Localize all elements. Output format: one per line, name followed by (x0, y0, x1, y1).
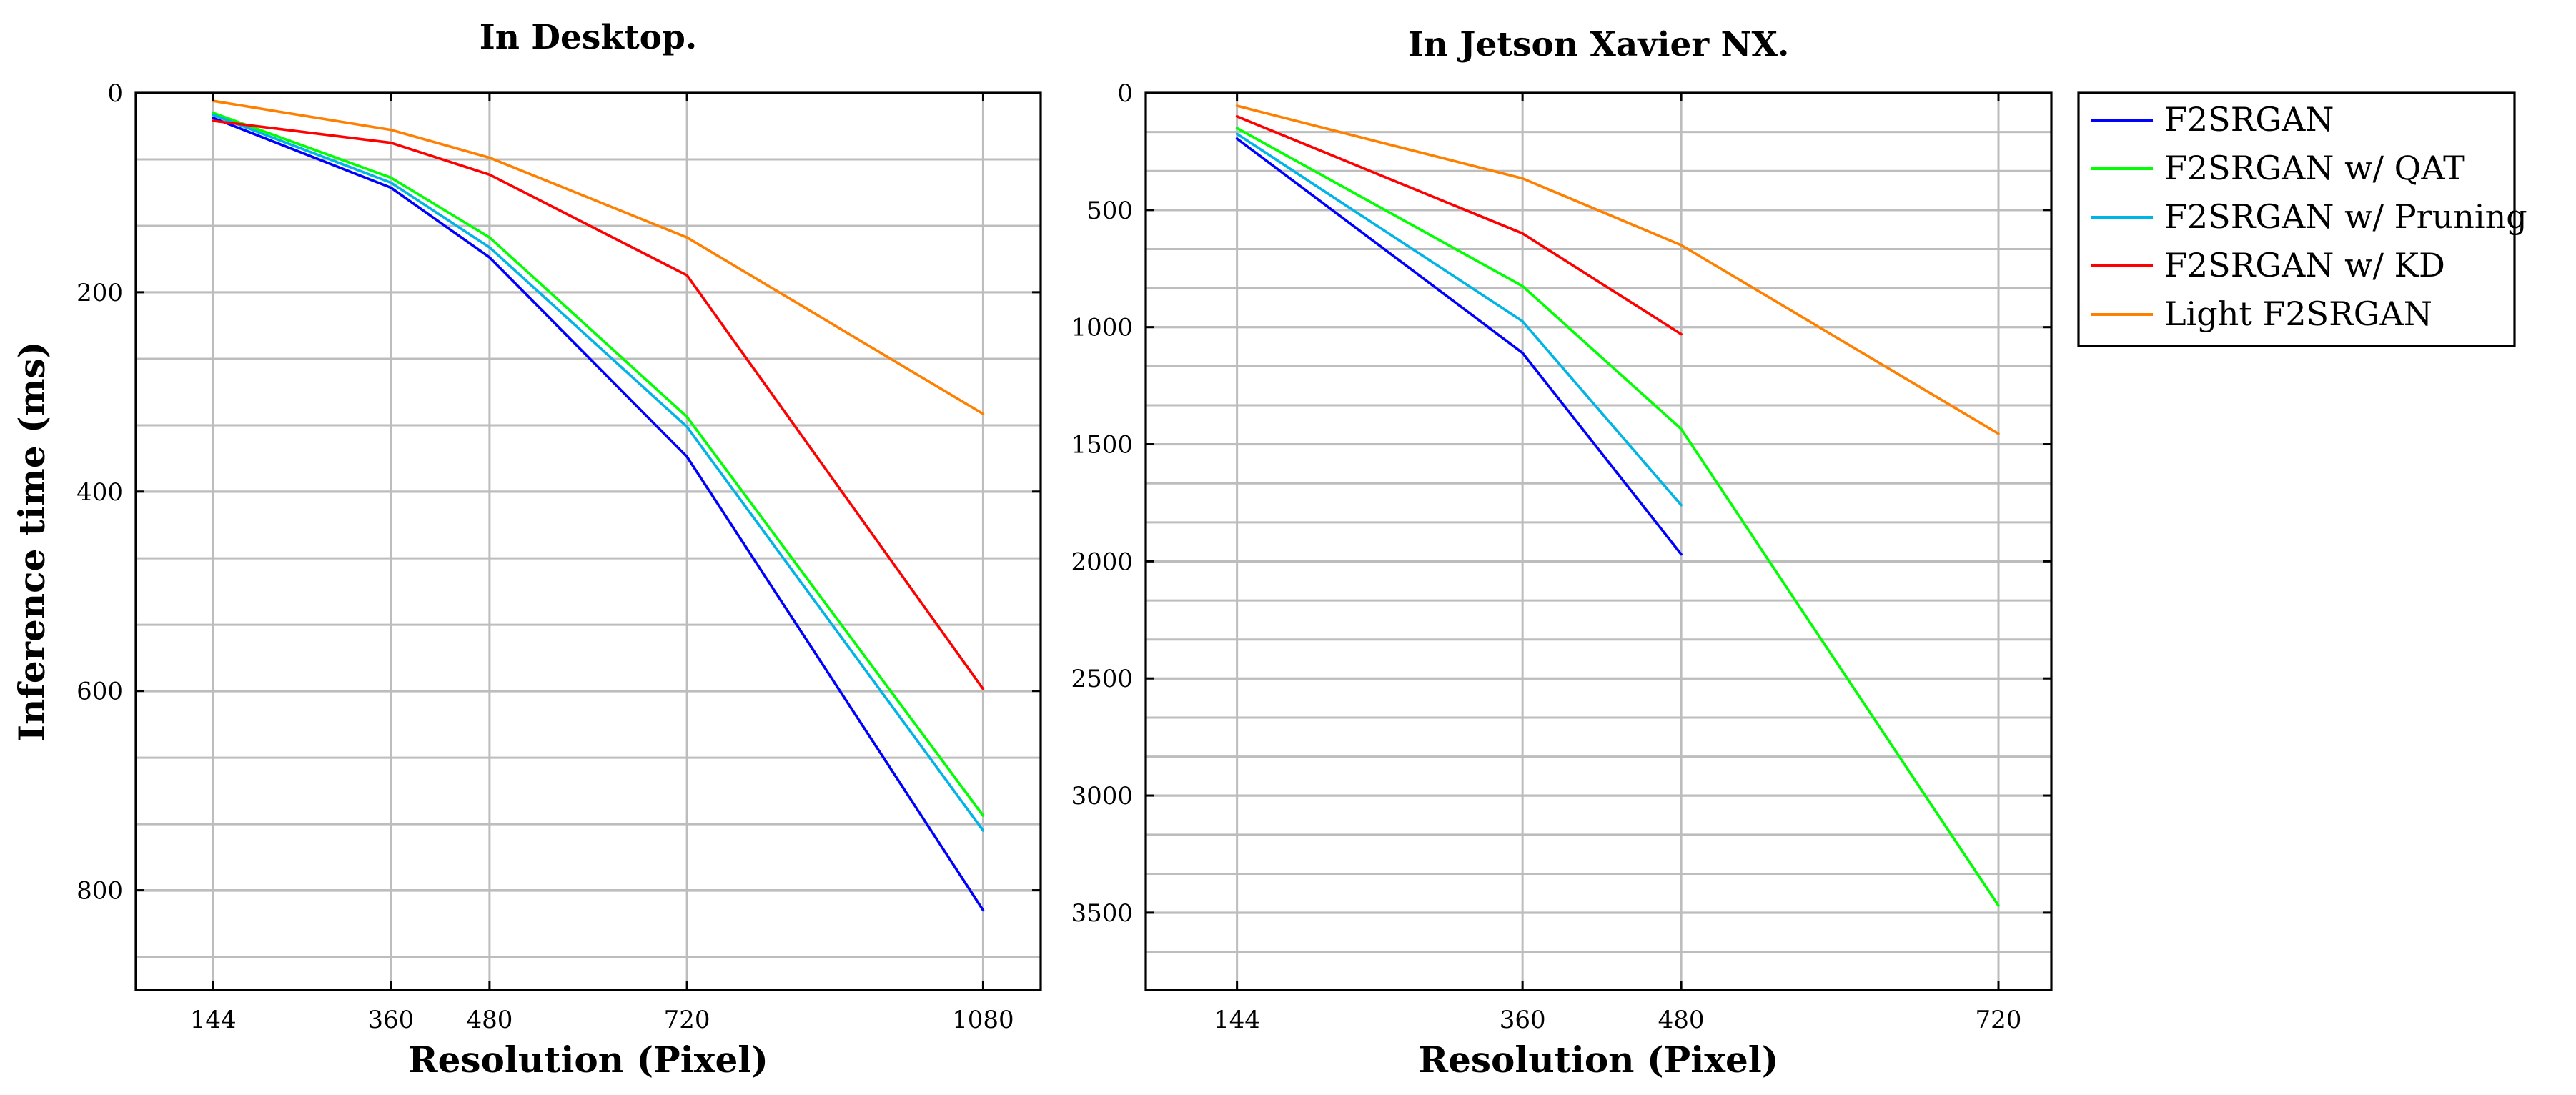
y-tick-label: 2500 (1071, 665, 1133, 693)
y-tick-label: 2000 (1071, 548, 1133, 576)
y-tick-label: 1500 (1071, 431, 1133, 460)
desktop-plot-frame (134, 91, 1042, 991)
desktop-series-line (212, 112, 985, 817)
legend-item-label: F2SRGAN w/ KD (2164, 246, 2445, 284)
jetson-chart-title: In Jetson Xavier NX. (1408, 25, 1790, 64)
desktop-series-line (212, 117, 985, 912)
legend: F2SRGAN F2SRGAN w/ QAT F2SRGAN w/ Pruning F… (2077, 91, 2527, 347)
jetson-series-line (1235, 115, 1683, 336)
x-tick-label: 144 (1214, 1006, 1260, 1034)
y-tick-label: 500 (1086, 197, 1133, 225)
desktop-chart-title: In Desktop. (480, 18, 698, 57)
jetson-series-line (1235, 132, 1683, 507)
x-tick-label: 360 (1500, 1006, 1546, 1034)
desktop-y-axis-label: Inference time (ms) (11, 342, 53, 742)
x-tick-label: 1080 (952, 1006, 1014, 1034)
y-tick-label: 800 (76, 877, 123, 906)
legend-item-label: Light F2SRGAN (2164, 294, 2432, 333)
jetson-x-axis-label: Resolution (Pixel) (1419, 1039, 1779, 1081)
desktop-grid (136, 91, 1041, 990)
desktop-series-line (212, 119, 985, 690)
x-tick-label: 720 (664, 1006, 710, 1034)
desktop-chart-panel: 0 200 400 600 800 144 360 480 720 1080 In Desktop.… (11, 18, 1042, 1081)
jetson-grid (1146, 91, 2051, 990)
desktop-series-line (212, 113, 985, 832)
desktop-x-axis-label: Resolution (Pixel) (408, 1039, 768, 1081)
legend-frame (2077, 91, 2516, 347)
legend-item-label: F2SRGAN w/ Pruning (2164, 197, 2527, 236)
x-tick-label: 360 (367, 1006, 414, 1034)
y-tick-label: 3500 (1071, 899, 1133, 928)
y-tick-label: 600 (76, 678, 123, 706)
y-tick-label: 3000 (1071, 782, 1133, 811)
jetson-plot-frame (1144, 91, 2053, 991)
y-tick-label: 1000 (1071, 314, 1133, 342)
jetson-series-line (1235, 127, 2000, 907)
jetson-chart-panel: 0 500 1000 1500 2000 2500 3000 3500 144 360 480 720… (1071, 25, 2053, 1081)
y-tick-label: 200 (76, 279, 123, 307)
desktop-series-line (212, 99, 985, 415)
legend-item-label: F2SRGAN (2164, 100, 2334, 139)
x-tick-label: 720 (1976, 1006, 2022, 1034)
y-tick-label: 0 (107, 79, 123, 108)
x-tick-label: 144 (190, 1006, 237, 1034)
jetson-series-line (1235, 137, 1683, 556)
x-tick-label: 480 (466, 1006, 512, 1034)
y-tick-label: 400 (76, 478, 123, 507)
y-tick-label: 0 (1117, 79, 1133, 108)
x-tick-label: 480 (1658, 1006, 1705, 1034)
legend-item-label: F2SRGAN w/ QAT (2164, 149, 2465, 187)
jetson-series-line (1235, 104, 2000, 435)
